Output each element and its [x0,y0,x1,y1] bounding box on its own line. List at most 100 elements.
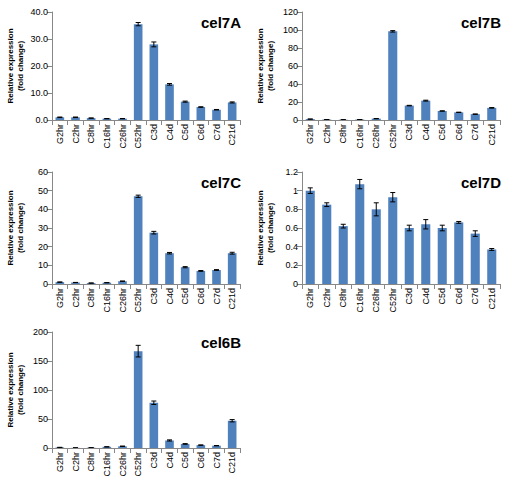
svg-text:C8hr: C8hr [338,124,348,144]
svg-text:40: 40 [288,79,298,89]
svg-text:cel6B: cel6B [201,334,241,351]
svg-text:C8hr: C8hr [338,288,348,308]
svg-text:40: 40 [38,204,48,214]
svg-text:cel7C: cel7C [201,174,241,191]
svg-text:C5d: C5d [180,452,190,469]
svg-text:C16hr: C16hr [102,288,112,313]
svg-text:cel7A: cel7A [201,14,241,31]
svg-text:60: 60 [38,167,48,177]
svg-text:C16hr: C16hr [355,124,365,149]
svg-text:cel7B: cel7B [461,14,501,31]
svg-text:50: 50 [38,186,48,196]
svg-text:C3d: C3d [149,288,159,305]
svg-text:100: 100 [33,385,48,395]
svg-text:C2hr: C2hr [71,124,81,144]
svg-text:(fold change): (fold change) [266,41,275,92]
svg-text:(fold change): (fold change) [16,365,25,416]
svg-text:C4d: C4d [165,288,175,305]
svg-text:(fold change): (fold change) [266,203,275,254]
svg-text:0.4: 0.4 [285,242,298,252]
svg-text:C4d: C4d [421,288,431,305]
svg-text:G2hr: G2hr [55,452,65,472]
svg-text:Relative expression: Relative expression [256,28,265,103]
svg-text:C26hr: C26hr [118,288,128,313]
svg-text:C4d: C4d [421,124,431,141]
svg-text:C52hr: C52hr [133,124,143,149]
svg-text:C7d: C7d [212,288,222,305]
svg-text:20: 20 [288,97,298,107]
svg-text:C8hr: C8hr [86,288,96,308]
svg-text:120: 120 [283,7,298,17]
svg-text:100: 100 [283,25,298,35]
svg-text:G2hr: G2hr [55,124,65,144]
svg-text:C2hr: C2hr [322,288,332,308]
svg-text:G2hr: G2hr [305,288,315,308]
svg-text:(fold change): (fold change) [16,203,25,254]
svg-text:C3d: C3d [149,124,159,141]
svg-text:G2hr: G2hr [55,288,65,308]
svg-text:Relative expression: Relative expression [6,28,15,103]
svg-text:(fold change): (fold change) [16,41,25,92]
svg-text:C52hr: C52hr [388,124,398,149]
svg-text:0.0: 0.0 [35,115,48,125]
svg-text:C6d: C6d [196,124,206,141]
svg-text:C16hr: C16hr [355,288,365,313]
svg-text:C8hr: C8hr [86,124,96,144]
svg-text:1: 1 [293,186,298,196]
svg-text:cel7D: cel7D [461,174,501,191]
svg-text:C6d: C6d [454,288,464,305]
svg-text:C5d: C5d [180,288,190,305]
svg-text:Relative expression: Relative expression [6,352,15,427]
svg-text:20.0: 20.0 [30,61,48,71]
svg-text:C8hr: C8hr [86,452,96,472]
svg-text:C16hr: C16hr [102,124,112,149]
svg-text:C7d: C7d [212,124,222,141]
svg-text:0.2: 0.2 [285,260,298,270]
svg-text:C2hr: C2hr [71,288,81,308]
svg-text:40.0: 40.0 [30,7,48,17]
svg-text:C6d: C6d [454,124,464,141]
svg-text:C5d: C5d [180,124,190,141]
svg-text:G2hr: G2hr [305,124,315,144]
svg-text:C26hr: C26hr [371,124,381,149]
svg-text:30.0: 30.0 [30,34,48,44]
svg-text:30: 30 [38,223,48,233]
svg-text:150: 150 [33,356,48,366]
svg-text:C4d: C4d [165,124,175,141]
svg-text:50: 50 [38,414,48,424]
svg-text:C52hr: C52hr [388,288,398,313]
svg-text:C7d: C7d [470,288,480,305]
svg-text:C26hr: C26hr [371,288,381,313]
svg-text:C3d: C3d [149,452,159,469]
svg-text:C21d: C21d [487,288,497,310]
svg-text:C7d: C7d [470,124,480,141]
svg-text:C2hr: C2hr [322,124,332,144]
svg-text:200: 200 [33,327,48,337]
svg-text:C3d: C3d [404,288,414,305]
svg-text:10: 10 [38,260,48,270]
svg-text:0: 0 [43,279,48,289]
svg-text:C52hr: C52hr [133,288,143,313]
svg-text:1.2: 1.2 [285,167,298,177]
svg-text:0: 0 [293,115,298,125]
svg-text:C52hr: C52hr [133,452,143,477]
svg-text:20: 20 [38,242,48,252]
svg-text:0: 0 [43,443,48,453]
svg-text:C21d: C21d [227,124,237,146]
svg-text:C5d: C5d [437,288,447,305]
svg-text:C6d: C6d [196,452,206,469]
svg-text:Relative expression: Relative expression [256,190,265,265]
svg-text:C5d: C5d [437,124,447,141]
svg-text:C4d: C4d [165,452,175,469]
svg-text:C26hr: C26hr [118,452,128,477]
svg-text:0.6: 0.6 [285,223,298,233]
svg-text:C21d: C21d [487,124,497,146]
svg-text:60: 60 [288,61,298,71]
svg-text:10.0: 10.0 [30,88,48,98]
svg-text:C2hr: C2hr [71,452,81,472]
svg-text:Relative expression: Relative expression [6,190,15,265]
svg-text:0.8: 0.8 [285,204,298,214]
svg-text:C3d: C3d [404,124,414,141]
svg-text:C6d: C6d [196,288,206,305]
svg-text:C26hr: C26hr [118,124,128,149]
